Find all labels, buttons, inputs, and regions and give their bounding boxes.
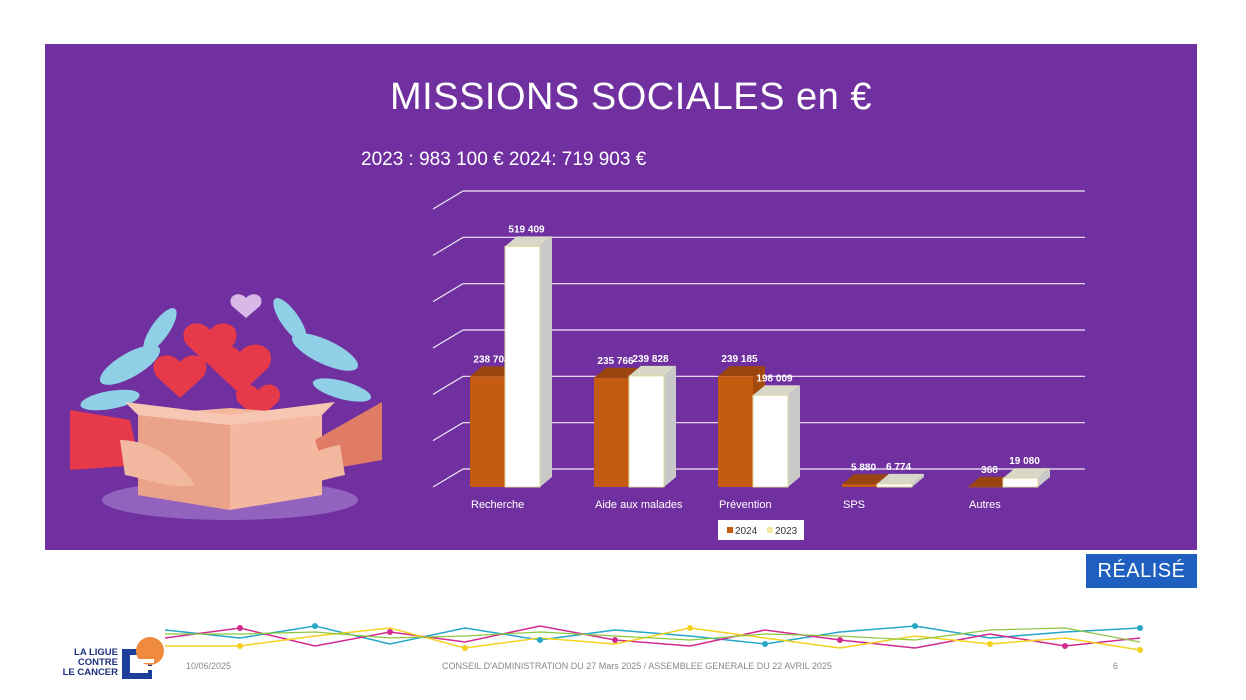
data-label: 6 774 [886, 462, 911, 473]
gift-box-illustration [70, 294, 382, 520]
footer-meeting-text: CONSEIL D'ADMINISTRATION DU 27 Mars 2025… [442, 661, 832, 671]
bar-side [540, 236, 552, 487]
legend-swatch [767, 527, 773, 533]
total-2024: 2024: 719 903 € [508, 149, 647, 170]
la-ligue-logo: LA LIGUE CONTRE LE CANCER [56, 633, 168, 685]
bar [752, 394, 789, 488]
slide-title: MISSIONS SOCIALES en € [390, 76, 872, 118]
data-label: 519 409 [508, 224, 545, 235]
bar [628, 375, 665, 488]
bar-top [629, 365, 676, 376]
bar-side [664, 365, 676, 487]
bar [594, 377, 629, 487]
page-number: 6 [1113, 661, 1119, 671]
bar-top [594, 367, 641, 378]
bar [1002, 477, 1039, 488]
bar-side [1038, 468, 1050, 487]
data-label: 198 009 [756, 373, 793, 384]
logo-text: LA LIGUE CONTRE LE CANCER [62, 647, 118, 678]
bar-top [1003, 468, 1050, 479]
bar [504, 245, 541, 488]
category-label: Autres [969, 499, 1001, 511]
bar-top [505, 236, 552, 247]
decorative-lines [164, 623, 1143, 653]
bar-top [753, 385, 800, 396]
bar-side [788, 385, 800, 487]
data-label: 239 185 [721, 354, 758, 365]
gridline-depth [432, 329, 464, 349]
data-label: 19 080 [1009, 456, 1040, 467]
data-label: 238 704 [473, 354, 510, 365]
logo-mark-icon [122, 637, 164, 679]
data-label: 368 [981, 465, 998, 476]
gridline-depth [432, 190, 464, 210]
data-label: 239 828 [632, 354, 669, 365]
bar-top [877, 473, 924, 484]
legend-label: 2024 [735, 526, 758, 537]
bar-top [718, 366, 765, 377]
bar [876, 483, 913, 488]
category-label: SPS [843, 499, 865, 511]
legend-swatch [727, 527, 733, 533]
realise-badge: RÉALISÉ [1086, 554, 1197, 588]
bar [842, 484, 877, 487]
bar [470, 376, 505, 487]
bar [968, 486, 1003, 488]
data-label: 235 766 [597, 356, 634, 367]
gridline-depth [432, 422, 464, 442]
footer-date: 10/06/2025 [186, 661, 232, 671]
gridline-depth [432, 468, 464, 488]
gridline-depth [432, 283, 464, 303]
bar-top [842, 474, 889, 485]
bar-side [912, 473, 924, 487]
totals-summary: 2023 : 983 100 € 2024: 719 903 € [361, 149, 646, 171]
category-label: Prévention [719, 499, 772, 511]
legend-box [718, 520, 804, 540]
gridline-depth [432, 236, 464, 256]
category-label: Aide aux malades [595, 499, 683, 511]
total-2023: 2023 : 983 100 € [361, 149, 504, 170]
category-label: Recherche [471, 499, 524, 511]
bar [718, 376, 753, 487]
data-label: 5 880 [851, 462, 876, 473]
legend-label: 2023 [775, 526, 798, 537]
gridline-depth [432, 375, 464, 395]
